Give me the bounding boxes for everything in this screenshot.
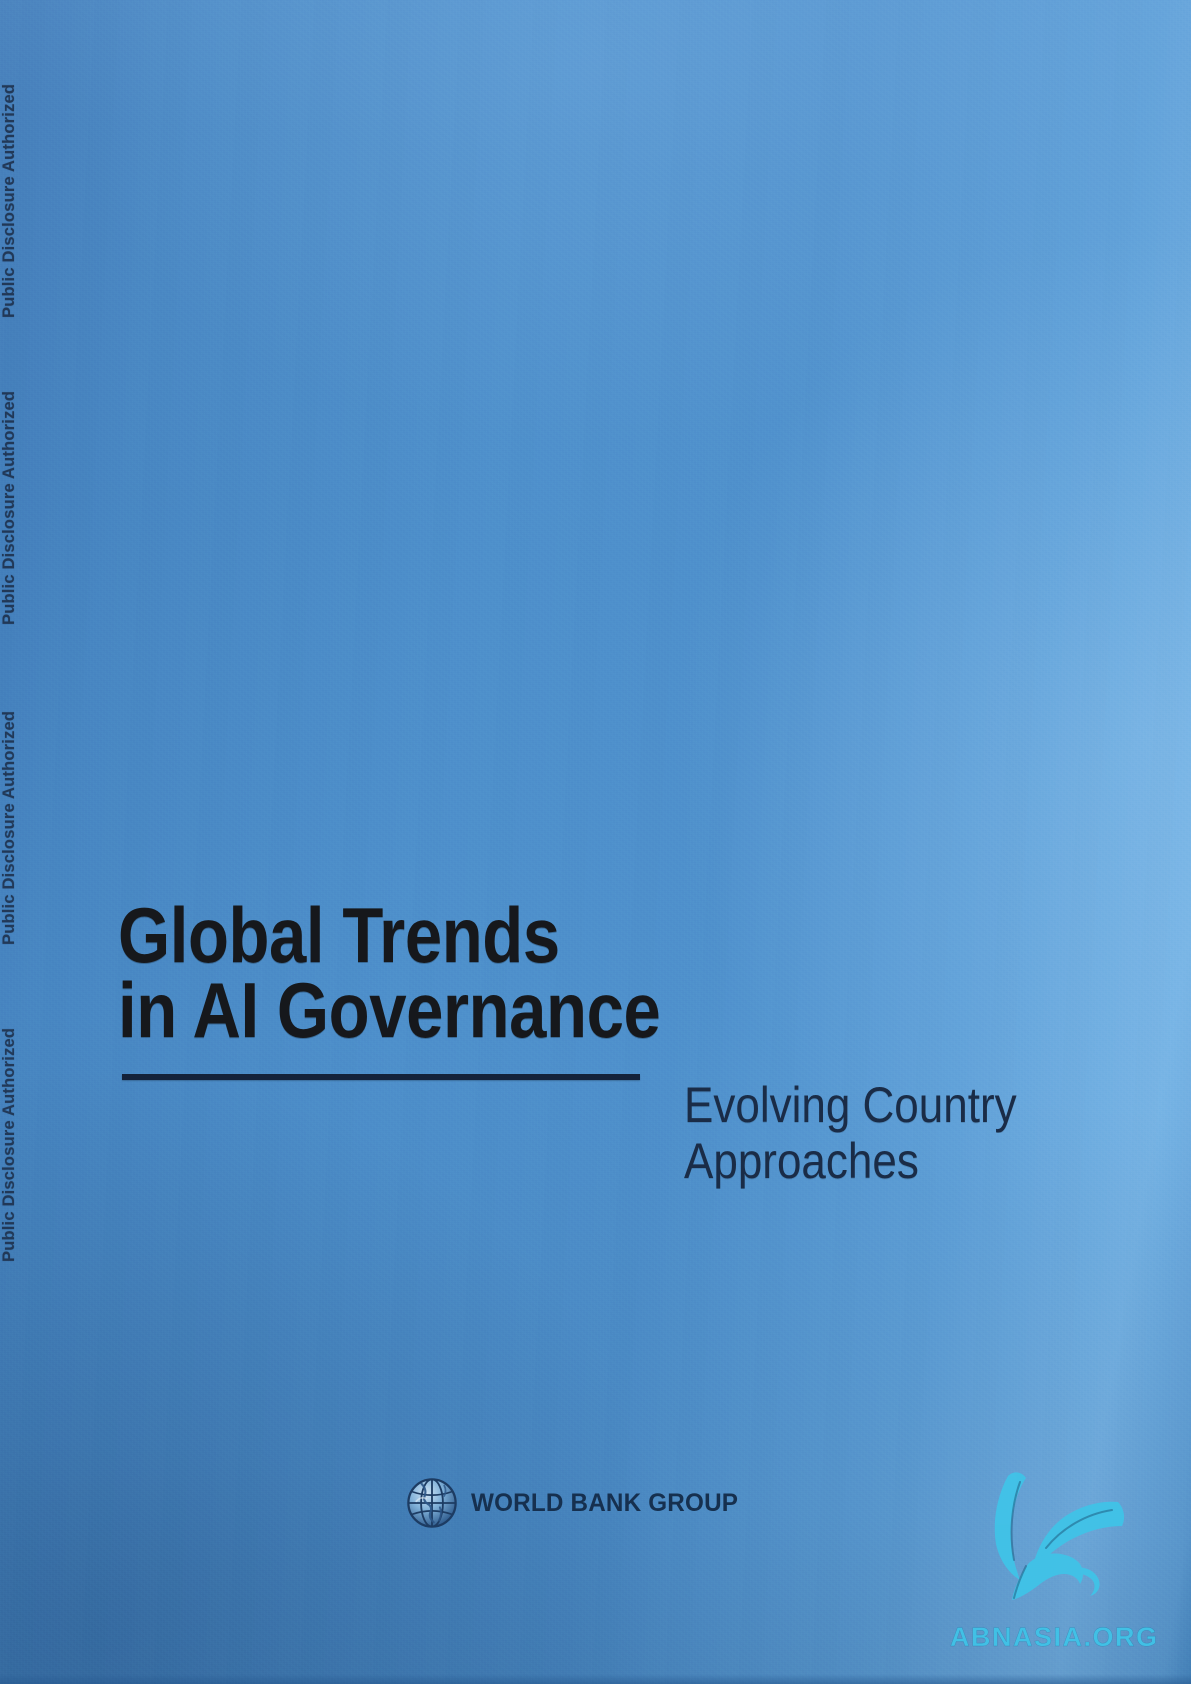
public-disclosure-stamp-2: Public Disclosure Authorized [0, 390, 18, 625]
cover-title-line-1: Global Trends [118, 891, 560, 979]
cover-title-line-2: in AI Governance [118, 965, 661, 1054]
cover-title: Global Trends in AI Governance [118, 891, 678, 1080]
public-disclosure-stamp-4: Public Disclosure Authorized [0, 1027, 18, 1262]
cover-subtitle-line-2: Approaches [684, 1133, 919, 1189]
title-underline-rule [122, 1073, 640, 1080]
globe-icon [407, 1478, 457, 1528]
bottom-edge-shadow [0, 1674, 1191, 1684]
public-disclosure-stamp-1: Public Disclosure Authorized [0, 83, 18, 318]
world-bank-group-wordmark: WORLD BANK GROUP [471, 1488, 739, 1517]
world-bank-group-logo: WORLD BANK GROUP [404, 1475, 746, 1531]
cover-subtitle-line-1: Evolving Country [684, 1077, 1017, 1133]
cover-subtitle: Evolving Country Approaches [684, 1077, 1104, 1189]
public-disclosure-stamp-3: Public Disclosure Authorized [0, 710, 18, 945]
